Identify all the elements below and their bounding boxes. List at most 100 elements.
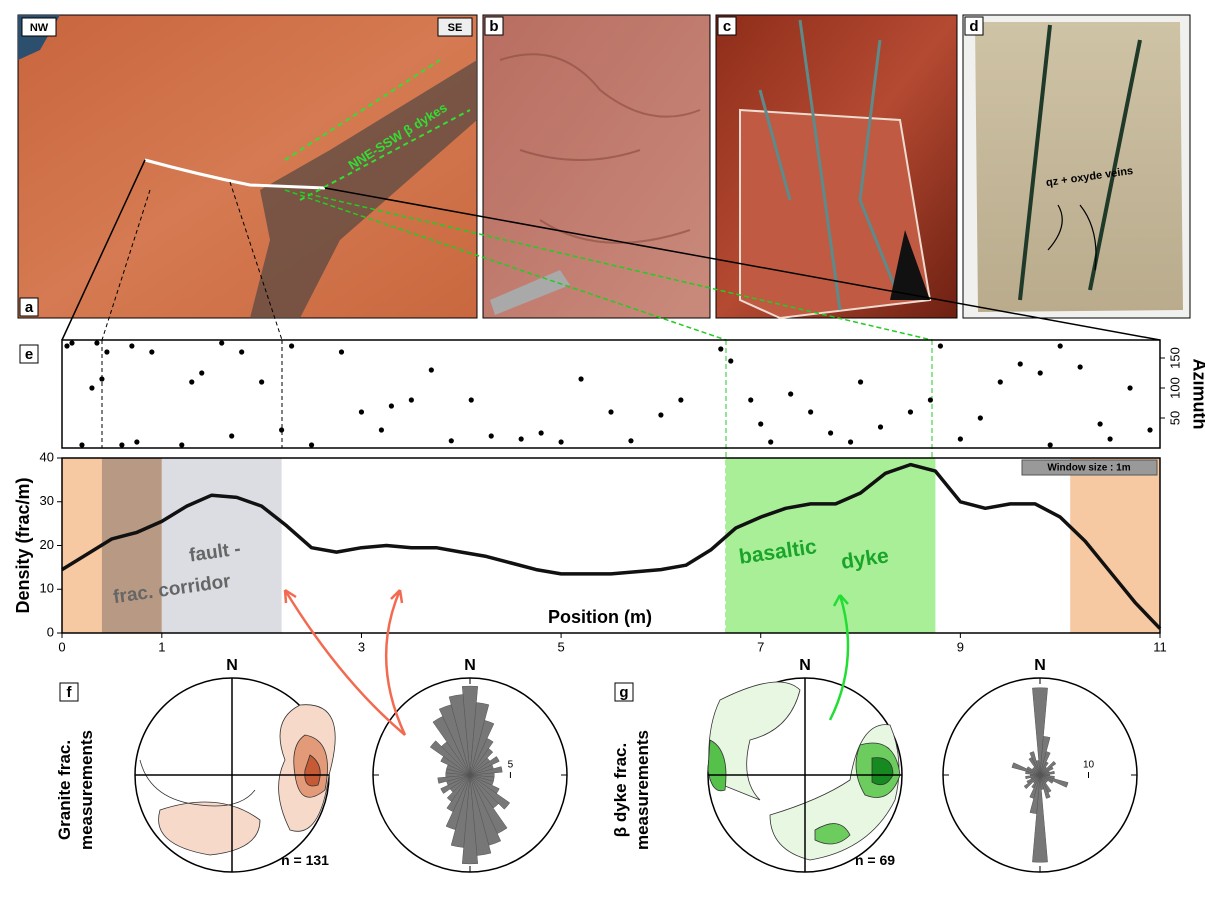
rose-petal xyxy=(469,738,494,776)
y-tick-label: 50 xyxy=(1167,411,1182,425)
connector xyxy=(324,187,1161,341)
data-point xyxy=(847,439,854,445)
dyke-band xyxy=(250,60,477,318)
data-point xyxy=(408,397,414,403)
rose-petal xyxy=(461,685,479,776)
rose-petal xyxy=(1039,774,1051,799)
rose-petal xyxy=(1025,774,1041,780)
data-point xyxy=(308,442,315,448)
data-point xyxy=(229,433,235,439)
data-point xyxy=(129,343,135,349)
rose-petal xyxy=(469,766,503,776)
density-line xyxy=(61,462,1162,630)
x-tick-label: 5 xyxy=(557,639,564,654)
count-label: n = 131 xyxy=(281,852,329,868)
stereonet-label: Granite frac. xyxy=(55,740,74,840)
data-point xyxy=(1047,442,1053,448)
north-label: N xyxy=(226,657,238,674)
panel-letter: a xyxy=(25,299,34,316)
arrows xyxy=(283,588,850,736)
r-tick-label: 5 xyxy=(508,760,514,771)
data-point xyxy=(239,349,245,355)
panel-letter: b xyxy=(489,18,498,35)
rose-petal xyxy=(446,774,471,802)
rose-petal xyxy=(469,748,494,776)
contour xyxy=(708,681,801,801)
annotation: Window size : 1m xyxy=(1047,463,1130,474)
x-tick-label: 11 xyxy=(1153,639,1167,654)
data-point xyxy=(134,439,140,445)
y-tick-label: 150 xyxy=(1167,347,1182,369)
rose-petal xyxy=(445,774,471,830)
plot-frame xyxy=(61,339,1161,449)
data-point xyxy=(468,397,474,403)
rose-petal xyxy=(1039,760,1057,776)
rose-petal xyxy=(469,720,495,776)
data-point xyxy=(428,367,434,373)
north-label: N xyxy=(464,657,476,674)
arrow-head xyxy=(283,588,297,604)
data-point xyxy=(1147,427,1153,433)
rose-petal xyxy=(461,774,479,865)
data-point xyxy=(119,442,125,448)
region xyxy=(161,458,282,633)
rose-petal xyxy=(469,756,500,776)
y-tick-label: 10 xyxy=(40,581,54,596)
rose-petal xyxy=(446,774,471,812)
rock-joints xyxy=(499,53,701,244)
panel-box xyxy=(484,16,504,36)
arrow xyxy=(283,589,406,736)
rose-petal xyxy=(1026,774,1041,784)
panel-box xyxy=(59,682,79,702)
data-point xyxy=(1037,370,1043,376)
panel-letter: d xyxy=(969,18,978,35)
rose-petal xyxy=(1023,774,1041,790)
data-point xyxy=(388,403,394,409)
photo-b: b xyxy=(482,14,711,319)
y-tick-label: 0 xyxy=(47,624,54,639)
data-point xyxy=(1077,364,1083,370)
scanline xyxy=(144,158,326,190)
data-point xyxy=(608,409,614,415)
data-point xyxy=(748,397,754,403)
stereonet-label: measurements xyxy=(633,730,652,850)
count-label: n = 69 xyxy=(855,852,895,868)
data-point xyxy=(658,412,664,418)
contour xyxy=(707,739,727,792)
rose-petal xyxy=(448,694,471,776)
data-point xyxy=(828,430,834,436)
data-point xyxy=(728,358,734,364)
plot-frame xyxy=(61,457,1161,634)
y-tick-label: 100 xyxy=(1167,377,1182,399)
data-point xyxy=(488,433,494,439)
data-point xyxy=(788,391,794,397)
rose-petal xyxy=(1039,766,1054,776)
data-point xyxy=(448,438,454,444)
contour xyxy=(814,823,851,845)
sample-block xyxy=(739,108,932,320)
rose-petal xyxy=(1039,770,1055,776)
data-point xyxy=(338,349,345,355)
arrow xyxy=(828,594,850,721)
region xyxy=(725,458,936,633)
data-point xyxy=(79,442,85,448)
region xyxy=(101,458,162,633)
panel-box xyxy=(19,297,39,317)
data-point xyxy=(189,379,195,385)
stereonet-g: g β dyke frac. measurements N n = 69 xyxy=(611,657,903,873)
pen xyxy=(890,230,930,300)
r-tick-label: 10 xyxy=(1083,760,1095,771)
data-point xyxy=(1017,361,1023,367)
orientation-tag: NW xyxy=(30,22,49,34)
photo-c: c xyxy=(715,14,958,320)
panel-letter: e xyxy=(25,346,33,363)
data-point xyxy=(288,343,295,349)
photo-d: qz + oxyde veins d xyxy=(962,14,1191,319)
arrow-head xyxy=(832,594,849,607)
contour xyxy=(158,801,261,856)
rose-petal xyxy=(440,774,471,794)
north-label: N xyxy=(799,657,811,674)
x-tick-label: 0 xyxy=(58,639,65,654)
panel-letter: g xyxy=(619,684,628,701)
data-point xyxy=(69,340,75,346)
